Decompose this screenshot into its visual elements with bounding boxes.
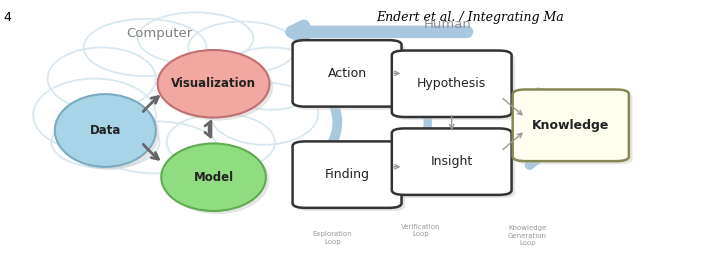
Text: Knowledge
Generation
Loop: Knowledge Generation Loop bbox=[508, 225, 547, 246]
Ellipse shape bbox=[55, 94, 156, 167]
Ellipse shape bbox=[59, 97, 160, 170]
Text: Visualization: Visualization bbox=[171, 77, 256, 90]
Text: Model: Model bbox=[194, 171, 234, 184]
Ellipse shape bbox=[84, 19, 206, 76]
Text: Exploration
Loop: Exploration Loop bbox=[313, 232, 353, 245]
Ellipse shape bbox=[48, 48, 156, 110]
Text: Verification
Loop: Verification Loop bbox=[401, 224, 440, 237]
FancyBboxPatch shape bbox=[296, 145, 405, 211]
FancyBboxPatch shape bbox=[513, 90, 629, 161]
FancyBboxPatch shape bbox=[516, 93, 633, 164]
Ellipse shape bbox=[210, 82, 318, 145]
Ellipse shape bbox=[95, 121, 217, 173]
FancyBboxPatch shape bbox=[296, 43, 405, 110]
Text: 4: 4 bbox=[4, 11, 12, 24]
Text: Hypothesis: Hypothesis bbox=[417, 77, 487, 90]
FancyBboxPatch shape bbox=[293, 40, 401, 106]
Ellipse shape bbox=[158, 50, 270, 117]
Text: Data: Data bbox=[90, 124, 121, 137]
FancyBboxPatch shape bbox=[392, 51, 512, 117]
Ellipse shape bbox=[165, 147, 270, 214]
Ellipse shape bbox=[69, 38, 286, 155]
Text: Human: Human bbox=[424, 17, 472, 31]
FancyBboxPatch shape bbox=[293, 141, 401, 208]
Text: Endert et al. / Integrating Ma: Endert et al. / Integrating Ma bbox=[376, 11, 564, 24]
Text: Finding: Finding bbox=[325, 168, 369, 181]
Text: Knowledge: Knowledge bbox=[532, 119, 609, 132]
Text: Action: Action bbox=[328, 67, 367, 80]
Text: Insight: Insight bbox=[431, 155, 473, 168]
Ellipse shape bbox=[161, 144, 266, 211]
Ellipse shape bbox=[161, 53, 273, 121]
Ellipse shape bbox=[33, 79, 156, 151]
FancyBboxPatch shape bbox=[395, 132, 515, 198]
Ellipse shape bbox=[217, 48, 325, 110]
FancyBboxPatch shape bbox=[392, 128, 512, 195]
Ellipse shape bbox=[138, 12, 253, 64]
Ellipse shape bbox=[188, 21, 296, 73]
FancyBboxPatch shape bbox=[395, 54, 515, 120]
Ellipse shape bbox=[51, 116, 160, 168]
Ellipse shape bbox=[167, 114, 275, 171]
Text: Computer: Computer bbox=[127, 27, 192, 40]
